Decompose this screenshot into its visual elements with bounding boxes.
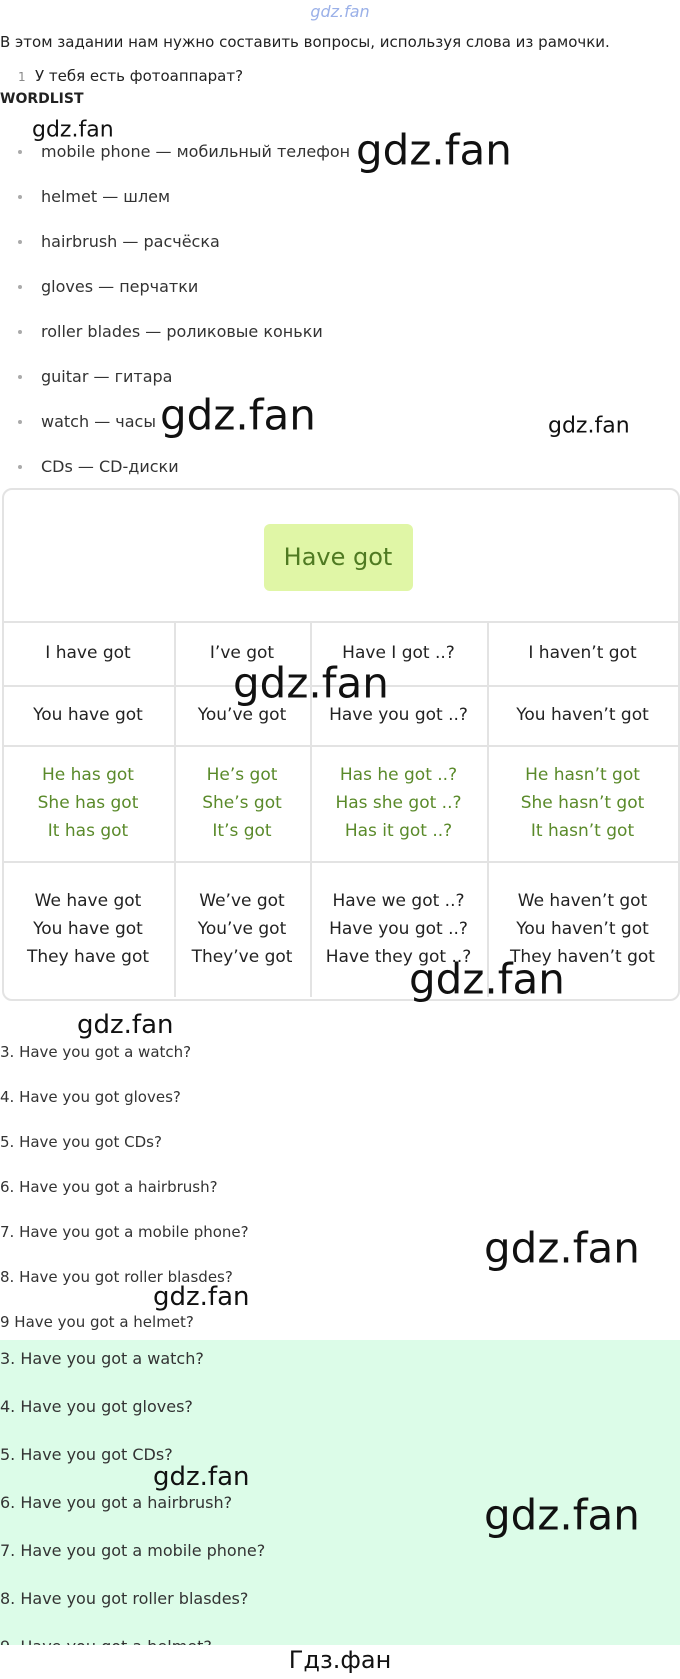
table-cell-text: He’s got: [206, 765, 278, 785]
table-cell-text: We have got: [34, 891, 142, 911]
watermark: gdz.fan: [484, 1223, 640, 1273]
table-cell-text: Has he got ..?: [339, 765, 458, 785]
watermark: gdz.fan: [32, 117, 114, 143]
table-cell-text: Have you got ..?: [329, 705, 468, 725]
table-cell-text: Has she got ..?: [335, 793, 462, 813]
watermark: gdz.fan: [77, 1010, 174, 1040]
column-divider: [174, 621, 176, 997]
watermark: gdz.fan: [160, 390, 316, 440]
watermark: gdz.fan: [409, 954, 565, 1004]
table-cell-text: You haven’t got: [516, 705, 649, 725]
bullet: [18, 240, 22, 244]
table-cell-text: It hasn’t got: [530, 821, 635, 841]
table-cell-text: Has it got ..?: [344, 821, 453, 841]
table-cell-text: He hasn’t got: [525, 765, 640, 785]
bullet: [18, 195, 22, 199]
table-cell-text: I have got: [45, 643, 131, 663]
wordlist-title: WORDLIST: [0, 91, 84, 107]
clip-area: 1 У тебя есть фотоаппарат?: [0, 66, 680, 84]
table-title-box: [264, 524, 413, 591]
wordlist-item: CDs — CD-диски: [41, 457, 179, 476]
item-number: 1: [18, 70, 26, 84]
wordlist-item: guitar — гитара: [41, 367, 173, 386]
item-text: У тебя есть фотоаппарат?: [35, 67, 244, 84]
answer-item: 8. Have you got roller blasdes?: [0, 1268, 233, 1286]
table-cell-text: They’ve got: [191, 947, 293, 967]
intro-text: В этом задании нам нужно составить вопро…: [0, 33, 610, 51]
header-watermark: gdz.fan: [310, 2, 370, 21]
table-cell-text: It’s got: [212, 821, 272, 841]
table-cell-text: She’s got: [202, 793, 282, 813]
table-cell-text: We haven’t got: [517, 891, 648, 911]
row-divider: [2, 745, 678, 747]
bullet: [18, 285, 22, 289]
table-cell-text: You’ve got: [197, 919, 287, 939]
highlighted-answer: 4. Have you got gloves?: [0, 1397, 193, 1416]
table-frame: [2, 488, 680, 1001]
answer-item: 3. Have you got a watch?: [0, 1043, 192, 1061]
wordlist-item: roller blades — роликовые коньки: [41, 322, 323, 341]
highlighted-answer: 8. Have you got roller blasdes?: [0, 1589, 249, 1608]
table-cell-text: I haven’t got: [528, 643, 637, 663]
wordlist-item: gloves — перчатки: [41, 277, 199, 296]
table-cell-text: Have I got ..?: [342, 643, 455, 663]
watermark: gdz.fan: [153, 1462, 250, 1492]
table-title: Have got: [283, 543, 393, 571]
table-cell-text: He has got: [42, 765, 134, 785]
table-cell-text: You have got: [33, 919, 143, 939]
table-cell-text: They haven’t got: [510, 947, 655, 967]
table-cell-text: You’ve got: [197, 705, 287, 725]
table-cell-text: We’ve got: [199, 891, 285, 911]
watermark: gdz.fan: [153, 1282, 250, 1312]
answer-item: 5. Have you got CDs?: [0, 1133, 162, 1151]
wordlist-item: hairbrush — расчёска: [41, 232, 220, 251]
highlighted-answer: 7. Have you got a mobile phone?: [0, 1541, 266, 1560]
watermark: gdz.fan: [356, 125, 512, 175]
table-cell-text: She has got: [37, 793, 139, 813]
answer-item: 4. Have you got gloves?: [0, 1088, 181, 1106]
answer-item: 6. Have you got a hairbrush?: [0, 1178, 218, 1196]
watermark: gdz.fan: [484, 1490, 640, 1540]
table-cell-text: You have got: [33, 705, 143, 725]
bullet: [18, 330, 22, 334]
table-cell-text: Have you got ..?: [329, 919, 468, 939]
wordlist-item: watch — часы: [41, 412, 156, 431]
table-cell-text: She hasn’t got: [520, 793, 645, 813]
wordlist-item: helmet — шлем: [41, 187, 171, 206]
bottom-white: [0, 1645, 680, 1679]
row-divider: [2, 621, 678, 623]
column-divider: [487, 621, 489, 997]
bullet: [18, 150, 22, 154]
highlighted-answer: 6. Have you got a hairbrush?: [0, 1493, 233, 1512]
watermark: gdz.fan: [548, 413, 630, 439]
table-cell-text: It has got: [47, 821, 129, 841]
table-cell-text: I’ve got: [209, 643, 275, 663]
bullet: [18, 420, 22, 424]
table-cell-text: They have got: [26, 947, 150, 967]
highlighted-answer: 3. Have you got a watch?: [0, 1349, 204, 1368]
watermark: gdz.fan: [233, 658, 389, 708]
highlight-area: [0, 1340, 680, 1645]
answer-item: 9 Have you got a helmet?: [0, 1313, 194, 1331]
answer-item: 7. Have you got a mobile phone?: [0, 1223, 249, 1241]
bullet: [18, 375, 22, 379]
footer-text: Гдз.фан: [288, 1646, 392, 1674]
table-cell-text: Have we got ..?: [332, 891, 465, 911]
highlighted-answer: 5. Have you got CDs?: [0, 1445, 173, 1464]
column-divider: [310, 621, 312, 997]
row-divider: [2, 685, 678, 687]
bullet: [18, 465, 22, 469]
wordlist-item: mobile phone — мобильный телефон: [41, 142, 351, 161]
table-cell-text: You haven’t got: [516, 919, 649, 939]
row-divider: [2, 861, 678, 863]
table-cell-text: Have they got ..?: [325, 947, 472, 967]
